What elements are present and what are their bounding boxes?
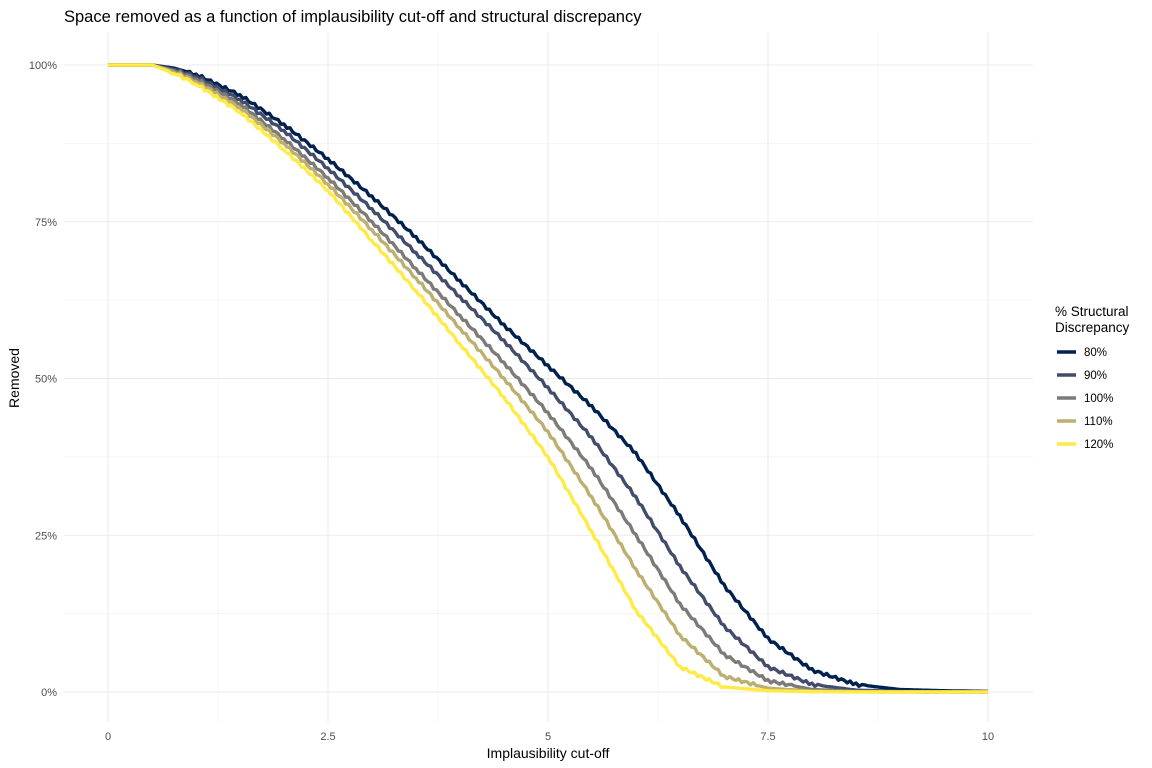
x-axis-ticks: 0 2.5 5 7.5 10 <box>105 731 994 743</box>
legend: % Structural Discrepancy 80% 90% 100% 110% 1… <box>1055 304 1132 451</box>
y-axis-ticks: 0% 25% 50% 75% 100% <box>29 60 57 699</box>
chart-title: Space removed as a function of implausib… <box>64 8 642 26</box>
x-tick-label: 10 <box>982 731 994 743</box>
legend-items: 80% 90% 100% 110% 120% <box>1057 347 1113 451</box>
legend-label: 120% <box>1084 439 1113 451</box>
plot-series <box>108 63 989 694</box>
legend-label: 100% <box>1084 393 1113 405</box>
y-tick-label: 25% <box>35 530 57 542</box>
series-line-120pct <box>108 63 988 694</box>
legend-item: 100% <box>1057 393 1113 405</box>
plot-gridlines <box>64 33 1033 723</box>
legend-item: 80% <box>1057 347 1107 359</box>
y-tick-label: 50% <box>35 374 57 386</box>
legend-item: 90% <box>1057 370 1107 382</box>
x-tick-label: 0 <box>105 731 111 743</box>
y-tick-label: 0% <box>41 687 57 699</box>
x-tick-label: 5 <box>545 731 551 743</box>
legend-title-line-2: Discrepancy <box>1055 320 1130 335</box>
legend-label: 110% <box>1084 416 1113 428</box>
legend-item: 120% <box>1057 439 1113 451</box>
x-axis-title: Implausibility cut-off <box>487 745 610 761</box>
x-tick-label: 2.5 <box>320 731 335 743</box>
legend-title: % Structural Discrepancy <box>1055 304 1132 335</box>
legend-item: 110% <box>1057 416 1113 428</box>
legend-label: 80% <box>1084 347 1107 359</box>
y-tick-label: 75% <box>35 217 57 229</box>
legend-title-line-1: % Structural <box>1055 304 1129 319</box>
x-tick-label: 7.5 <box>760 731 775 743</box>
series-line-90pct <box>108 63 988 694</box>
y-tick-label: 100% <box>29 60 57 72</box>
y-axis-title: Removed <box>6 348 22 408</box>
series-line-80pct <box>108 63 989 694</box>
legend-label: 90% <box>1084 370 1107 382</box>
